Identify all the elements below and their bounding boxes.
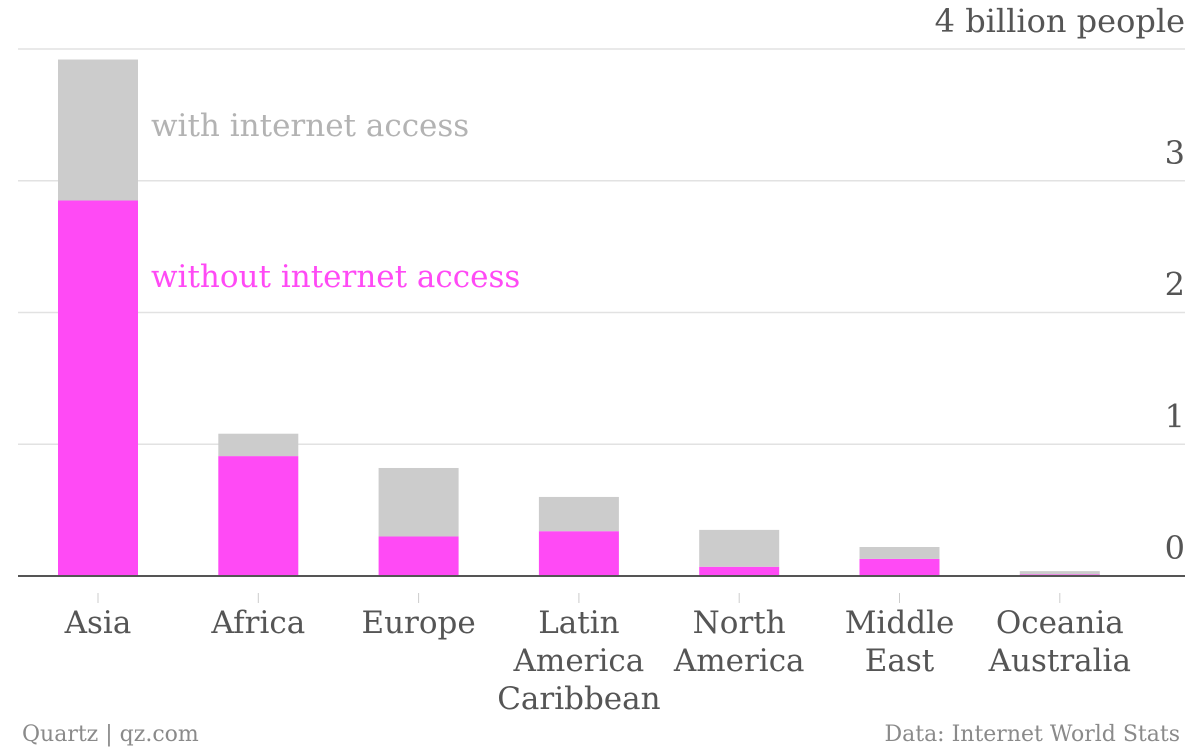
series-label: with internet access (151, 108, 469, 144)
x-tick-label: Latin America Caribbean (497, 605, 660, 717)
bar-segment (58, 200, 138, 576)
bars (58, 59, 1100, 576)
bar-segment (859, 547, 940, 559)
bar-segment (538, 496, 619, 532)
bar-segment (699, 566, 780, 576)
x-tick-label: Africa (210, 605, 305, 641)
x-tick-label: Oceania Australia (988, 605, 1131, 679)
bar-segment (378, 536, 459, 576)
bar-segment (58, 59, 138, 201)
y-tick-label: 2 (1165, 266, 1185, 304)
bar-segment (1019, 571, 1100, 575)
x-tick-label: Middle East (845, 605, 955, 679)
bar-segment (859, 558, 940, 576)
bar-segment (218, 456, 299, 576)
data-source: Data: Internet World Stats (884, 722, 1180, 747)
y-tick-label: 4 billion people (935, 2, 1185, 40)
x-tick-label: North America (673, 605, 805, 679)
x-tick-label: Europe (361, 605, 475, 641)
bar-segment (218, 433, 299, 457)
y-tick-label: 3 (1165, 134, 1185, 172)
gridlines (18, 48, 1185, 445)
bar-segment (699, 529, 780, 567)
labels: 0 1 2 3 4 billion people Asia Africa Europe Lati… (64, 2, 1185, 717)
x-axis (18, 575, 1185, 603)
bar-segment (538, 531, 619, 576)
y-tick-label: 1 (1165, 397, 1185, 435)
x-tick-label: Asia (64, 605, 132, 641)
y-tick-label: 0 (1165, 529, 1185, 567)
source-credit: Quartz | qz.com (22, 722, 199, 747)
series-label: without internet access (151, 259, 520, 295)
bar-segment (378, 467, 459, 537)
